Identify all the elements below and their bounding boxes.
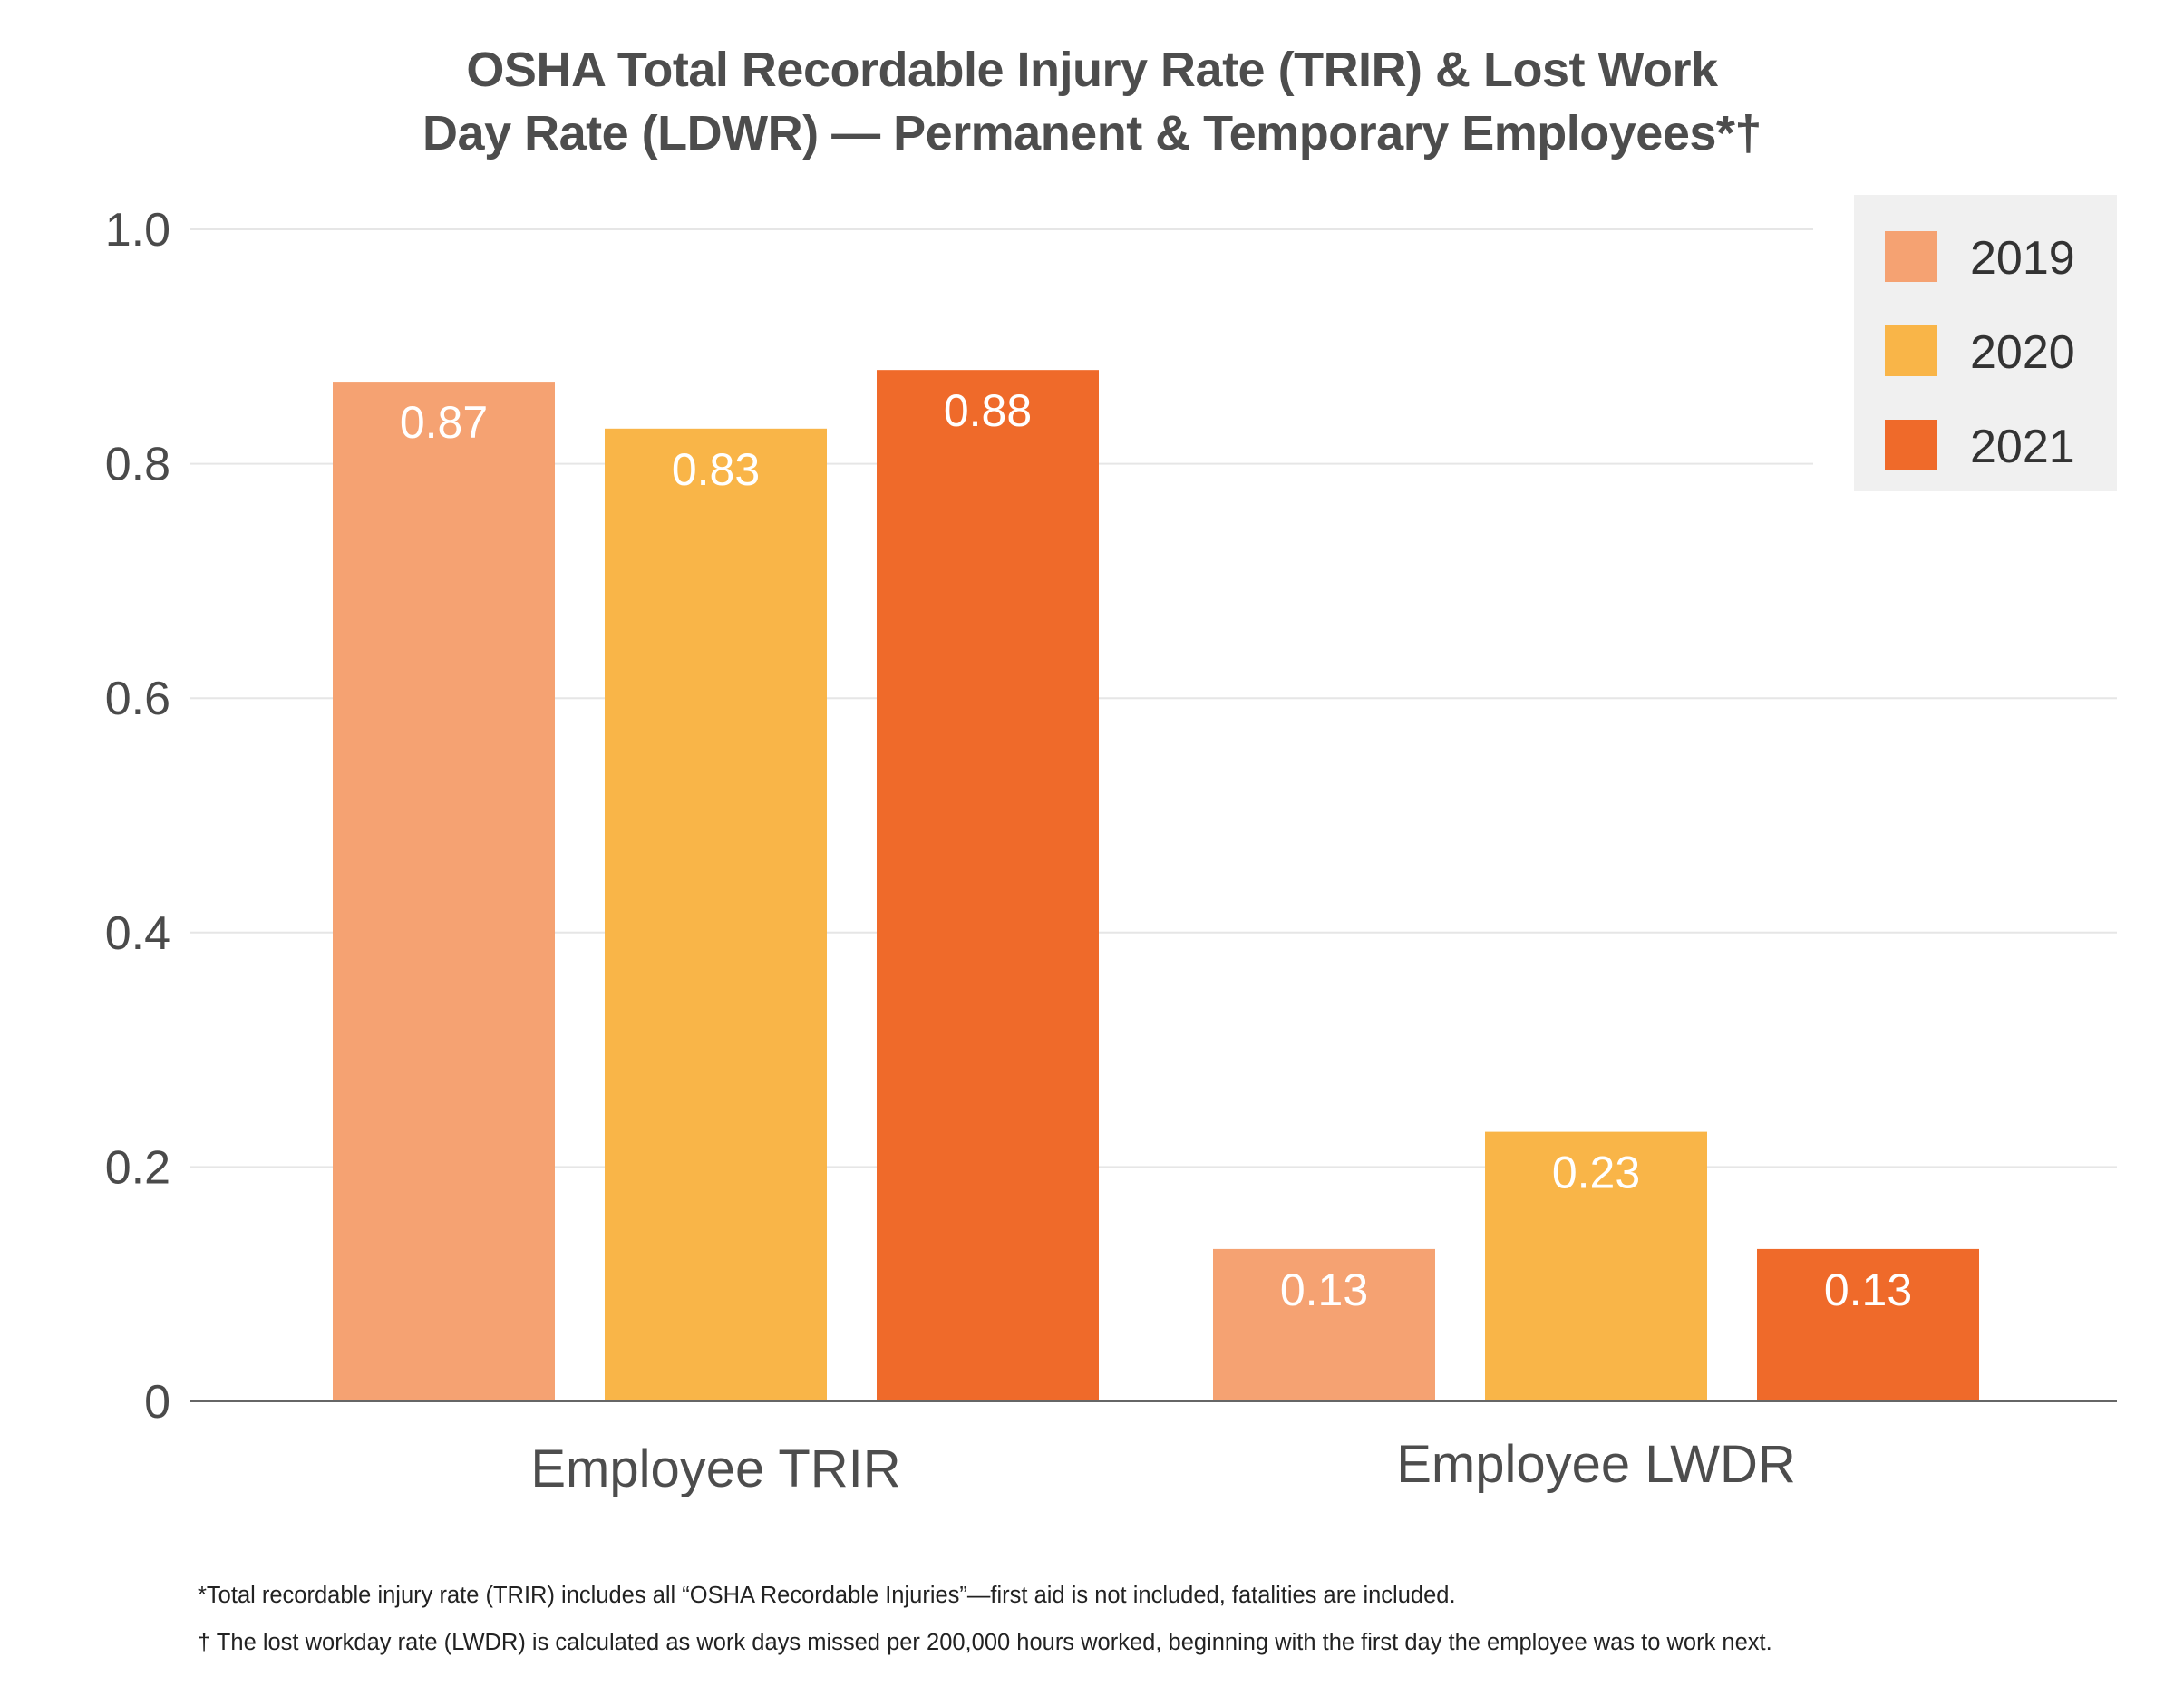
bar-value-label: 0.13 bbox=[1824, 1265, 1912, 1315]
legend-swatch-2019 bbox=[1885, 231, 1937, 282]
category-label: Employee LWDR bbox=[1396, 1435, 1796, 1494]
bar-value-label: 0.13 bbox=[1280, 1265, 1368, 1315]
y-tick-label: 0 bbox=[144, 1376, 170, 1429]
bar-2021-employee-trir bbox=[877, 370, 1099, 1401]
bar-value-label: 0.88 bbox=[944, 385, 1032, 436]
legend-label-2019: 2019 bbox=[1970, 232, 2075, 285]
bar-value-label: 0.83 bbox=[672, 444, 760, 495]
legend: 2019 2020 2021 bbox=[1854, 195, 2117, 491]
chart-title-line-1: OSHA Total Recordable Injury Rate (TRIR)… bbox=[466, 43, 1718, 97]
y-tick-label: 1.0 bbox=[105, 204, 170, 257]
legend-swatch-2020 bbox=[1885, 325, 1937, 376]
legend-label-2020: 2020 bbox=[1970, 326, 2075, 379]
bar-value-label: 0.87 bbox=[400, 397, 488, 448]
bar-value-labels: 0.87 0.83 0.88 0.13 0.23 0.13 bbox=[400, 385, 1912, 1315]
bar-value-label: 0.23 bbox=[1552, 1148, 1640, 1198]
y-axis-ticks: 0 0.2 0.4 0.6 0.8 1.0 bbox=[105, 204, 170, 1429]
bar-2021-employee-lwdr bbox=[1757, 1248, 1979, 1401]
category-labels: Employee TRIR Employee LWDR bbox=[530, 1435, 1795, 1498]
legend-swatch-2021 bbox=[1885, 420, 1937, 470]
bar-2020-employee-trir bbox=[605, 428, 827, 1401]
footnote-trir: *Total recordable injury rate (TRIR) inc… bbox=[198, 1583, 1456, 1608]
y-tick-label: 0.6 bbox=[105, 673, 170, 725]
y-tick-label: 0.8 bbox=[105, 439, 170, 491]
bar-2019-employee-trir bbox=[333, 382, 555, 1402]
category-label: Employee TRIR bbox=[530, 1439, 900, 1498]
y-tick-label: 0.4 bbox=[105, 907, 170, 960]
bar-2019-employee-lwdr bbox=[1213, 1248, 1435, 1401]
legend-label-2021: 2021 bbox=[1970, 421, 2075, 473]
footnote-lwdr: † The lost workday rate (LWDR) is calcul… bbox=[198, 1630, 1772, 1655]
bar-2020-employee-lwdr bbox=[1485, 1131, 1707, 1401]
bars bbox=[333, 370, 1979, 1402]
y-tick-label: 0.2 bbox=[105, 1141, 170, 1194]
chart-title-line-2: Day Rate (LDWR) — Permanent & Temporary … bbox=[422, 106, 1762, 160]
